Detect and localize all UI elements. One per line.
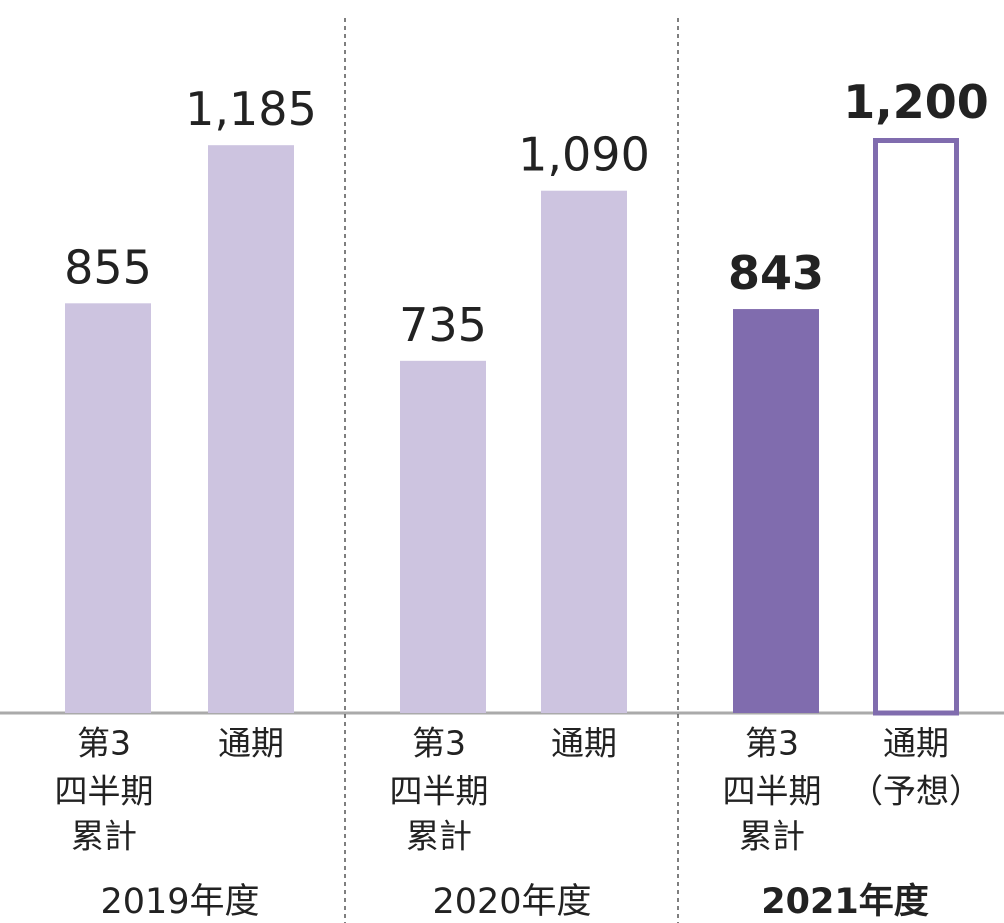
category-label: （予想） (850, 772, 982, 811)
value-label: 735 (399, 298, 487, 352)
value-label: 855 (64, 240, 152, 294)
category-label: 通期 (883, 724, 949, 763)
category-label: 第3 (77, 724, 131, 763)
group-label: 2020年度 (432, 882, 591, 922)
category-label: 通期 (218, 724, 284, 763)
bar (873, 138, 959, 716)
bar (733, 309, 819, 713)
bar (65, 303, 151, 713)
bar (208, 145, 294, 713)
category-label: 四半期 (55, 772, 154, 811)
bar (541, 190, 627, 714)
category-label: 四半期 (390, 772, 489, 811)
category-label: 累計 (406, 817, 472, 856)
group-label: 2019年度 (100, 882, 259, 922)
category-label: 第3 (745, 724, 799, 763)
value-label: 1,185 (185, 82, 317, 136)
value-label: 1,090 (518, 128, 650, 182)
category-label: 第3 (412, 724, 466, 763)
category-label: 累計 (71, 817, 137, 856)
value-label: 843 (728, 246, 824, 300)
group-label: 2021年度 (761, 882, 928, 922)
category-label: 累計 (739, 817, 805, 856)
bar (400, 360, 486, 713)
value-label: 1,200 (843, 75, 989, 129)
category-label: 四半期 (723, 772, 822, 811)
category-label: 通期 (551, 724, 617, 763)
